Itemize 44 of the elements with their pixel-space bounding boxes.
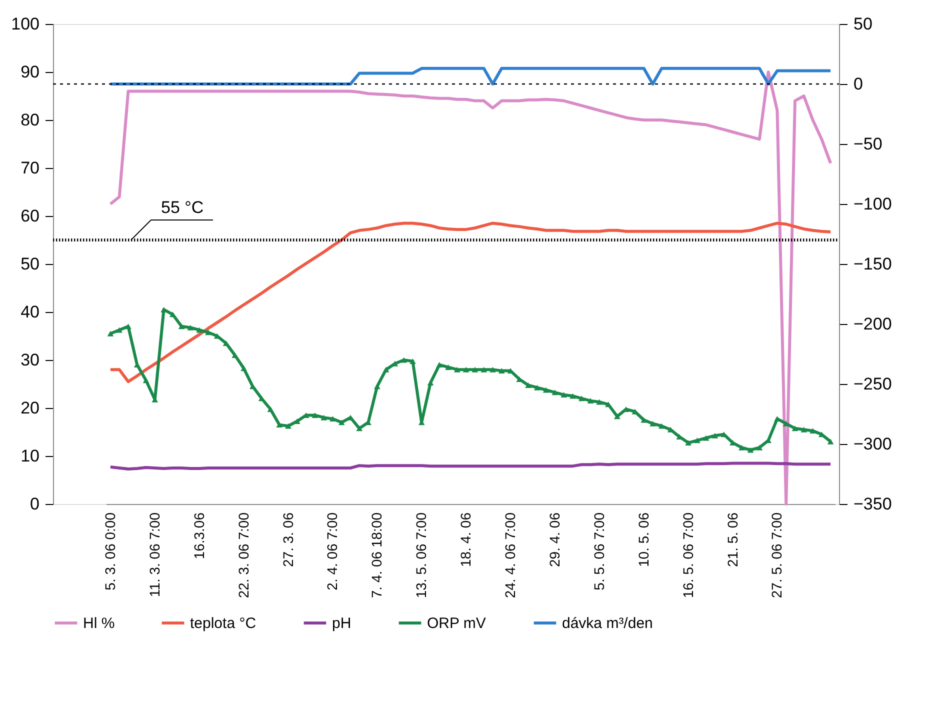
- y-tick-label: 40: [20, 302, 40, 322]
- y-tick-label: 80: [20, 110, 40, 130]
- line-series: [108, 222, 832, 384]
- x-tick-label: 2. 4. 06 7:00: [324, 512, 340, 590]
- y-tick-label: 100: [11, 14, 40, 34]
- y-tick-label: 0: [30, 494, 40, 514]
- x-tick-label: 13. 5. 06 7:00: [413, 512, 430, 598]
- y2-tick-label: −250: [854, 374, 892, 394]
- x-tick-label: 7. 4. 06 18:00: [368, 512, 385, 598]
- y-tick-label: 90: [20, 62, 40, 82]
- x-tick-label: 5. 3. 06 0:00: [102, 512, 118, 590]
- x-tick-label: 16.3.06: [190, 512, 207, 560]
- y-tick-label: 10: [20, 446, 40, 466]
- y-tick-label: 50: [20, 254, 40, 274]
- y-tick-label: 20: [20, 398, 40, 418]
- y-tick-label: 70: [20, 158, 40, 178]
- legend-label: teplota °C: [190, 615, 256, 632]
- x-tick-label: 27. 5. 06 7:00: [768, 512, 785, 598]
- legend-label: Hl %: [83, 615, 115, 632]
- y2-tick-label: 0: [854, 74, 863, 94]
- legend-label: dávka m³/den: [562, 615, 653, 632]
- x-tick-label: 27. 3. 06: [280, 512, 296, 567]
- y2-tick-label: −50: [854, 134, 882, 154]
- legend-label: pH: [332, 615, 352, 632]
- y2-tick-label: −150: [854, 254, 892, 274]
- x-tick-label: 29. 4. 06: [546, 512, 562, 567]
- x-tick-label: 22. 3. 06 7:00: [235, 512, 252, 598]
- x-tick-label: 5. 5. 06 7:00: [590, 512, 607, 590]
- x-tick-label: 21. 5. 06: [724, 512, 740, 567]
- line-series: [108, 70, 832, 506]
- y2-tick-label: −200: [854, 314, 892, 334]
- y2-tick-label: −350: [854, 494, 892, 514]
- ref-line-label: 55 °C: [161, 198, 204, 217]
- y2-tick-label: −300: [854, 434, 892, 454]
- x-tick-label: 18. 4. 06: [458, 512, 474, 567]
- legend-label: ORP mV: [427, 615, 486, 632]
- y-tick-label: 60: [20, 206, 40, 226]
- x-tick-label: 11. 3. 06 7:00: [146, 512, 162, 598]
- x-tick-label: 10. 5. 06: [635, 512, 652, 567]
- y-tick-label: 30: [20, 350, 40, 370]
- y2-tick-label: −100: [854, 194, 892, 214]
- x-tick-label: 24. 4. 06 7:00: [502, 512, 518, 598]
- x-tick-label: 16. 5. 06 7:00: [680, 512, 696, 598]
- y2-tick-label: 50: [854, 14, 872, 34]
